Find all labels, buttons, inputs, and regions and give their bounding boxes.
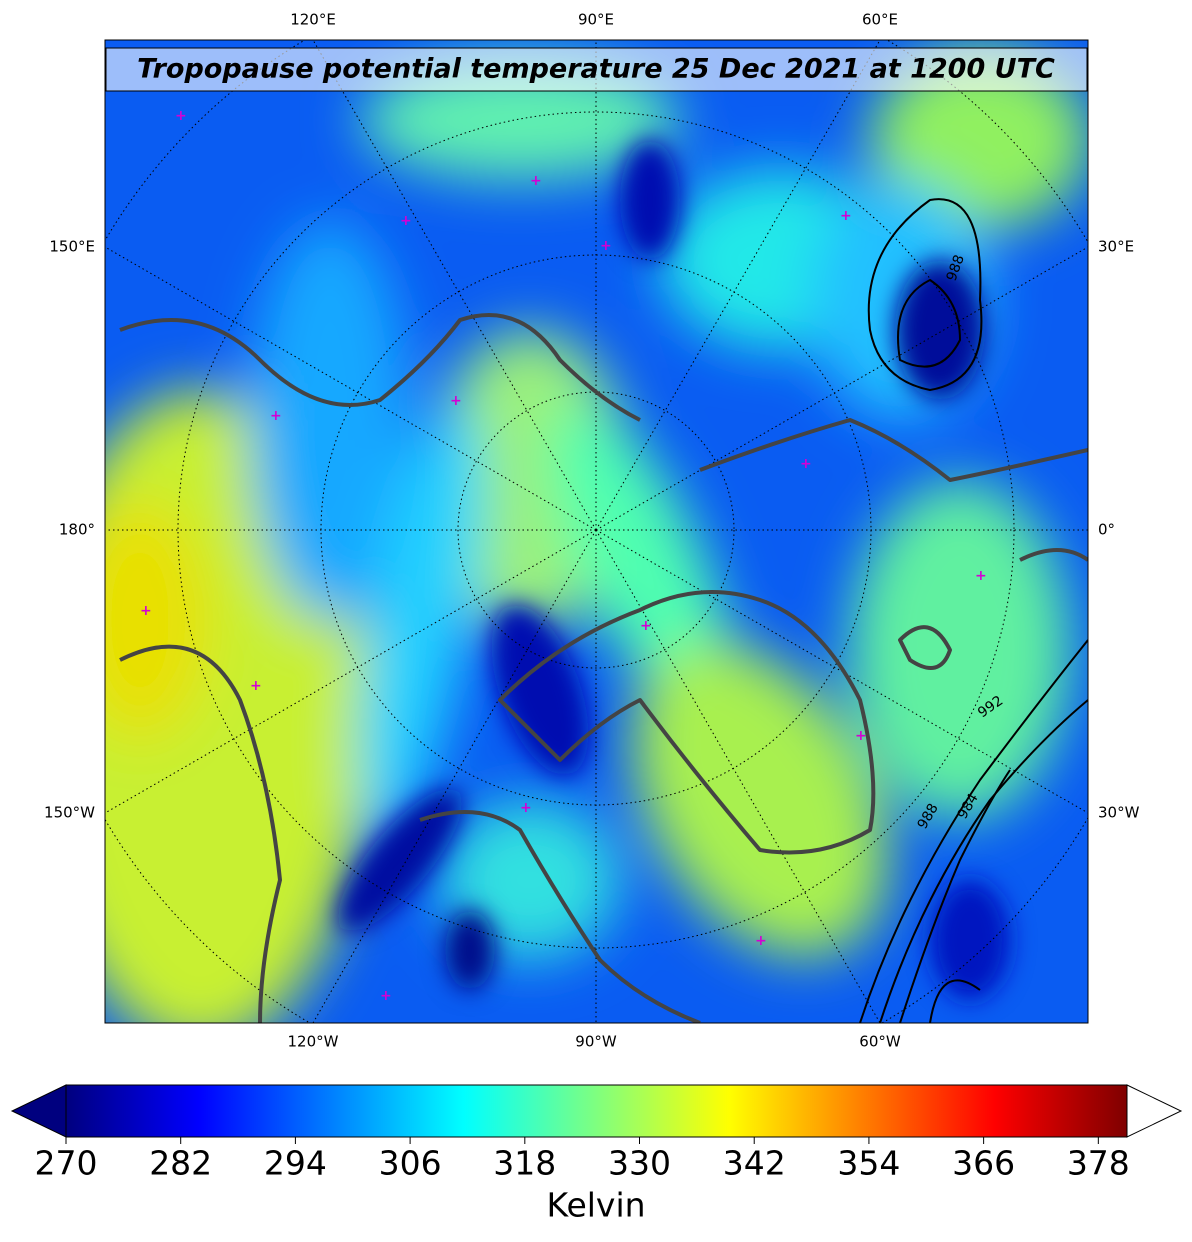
lon-label: 150°W <box>44 804 95 822</box>
colorbar-tick-label: 342 <box>723 1144 786 1183</box>
svg-text:+: + <box>250 678 262 694</box>
map-title: Tropopause potential temperature 25 Dec … <box>137 54 1055 85</box>
svg-text:+: + <box>520 800 532 816</box>
lon-label: 60°W <box>859 1033 901 1051</box>
svg-text:+: + <box>400 213 412 229</box>
colorbar: 270 282 294 306 318 330 342 354 366 378 <box>10 1084 1183 1183</box>
colorbar-extend-low <box>10 1084 67 1138</box>
svg-text:+: + <box>975 568 987 584</box>
colorbar-tick-label: 354 <box>837 1144 900 1183</box>
lon-label: 180° <box>59 521 95 539</box>
colorbar-body <box>65 1084 1128 1138</box>
svg-text:+: + <box>530 173 542 189</box>
colorbar-tick-label: 318 <box>493 1144 556 1183</box>
lon-label: 120°W <box>288 1033 339 1051</box>
colorbar-tick-label: 366 <box>952 1144 1015 1183</box>
svg-text:+: + <box>380 988 392 1004</box>
colorbar-tick-label: 306 <box>379 1144 442 1183</box>
svg-text:+: + <box>755 933 767 949</box>
colorbar-extend-high <box>1126 1084 1183 1138</box>
lon-label: 30°W <box>1098 804 1140 822</box>
lon-label: 150°E <box>49 238 95 256</box>
colorbar-tick-label: 378 <box>1067 1144 1130 1183</box>
svg-text:+: + <box>270 408 282 424</box>
colorbar-tick-label: 330 <box>608 1144 671 1183</box>
svg-text:+: + <box>175 108 187 124</box>
colorbar-tick-label: 270 <box>35 1144 98 1183</box>
lon-label: 0° <box>1098 521 1115 539</box>
lon-label: 90°W <box>575 1033 617 1051</box>
svg-text:+: + <box>450 393 462 409</box>
colorbar-tick-label: 294 <box>264 1144 327 1183</box>
svg-text:+: + <box>840 208 852 224</box>
lon-label: 60°E <box>862 11 898 29</box>
title-box <box>105 47 1088 92</box>
colorbar-label: Kelvin <box>546 1186 645 1225</box>
svg-text:+: + <box>140 603 152 619</box>
colorbar-tick-label: 282 <box>149 1144 212 1183</box>
svg-text:+: + <box>855 728 867 744</box>
svg-text:+: + <box>640 618 652 634</box>
station-markers: + + + + + + + + + + + + + + + + <box>140 108 987 1004</box>
lon-label: 120°E <box>290 11 336 29</box>
lon-label: 90°E <box>578 11 614 29</box>
map-frame <box>104 39 1089 1024</box>
lon-label: 30°E <box>1098 238 1134 256</box>
svg-text:+: + <box>800 456 812 472</box>
map-field: + + + + + + + + + + + + + + + + <box>105 40 1088 1023</box>
svg-text:+: + <box>600 238 612 254</box>
